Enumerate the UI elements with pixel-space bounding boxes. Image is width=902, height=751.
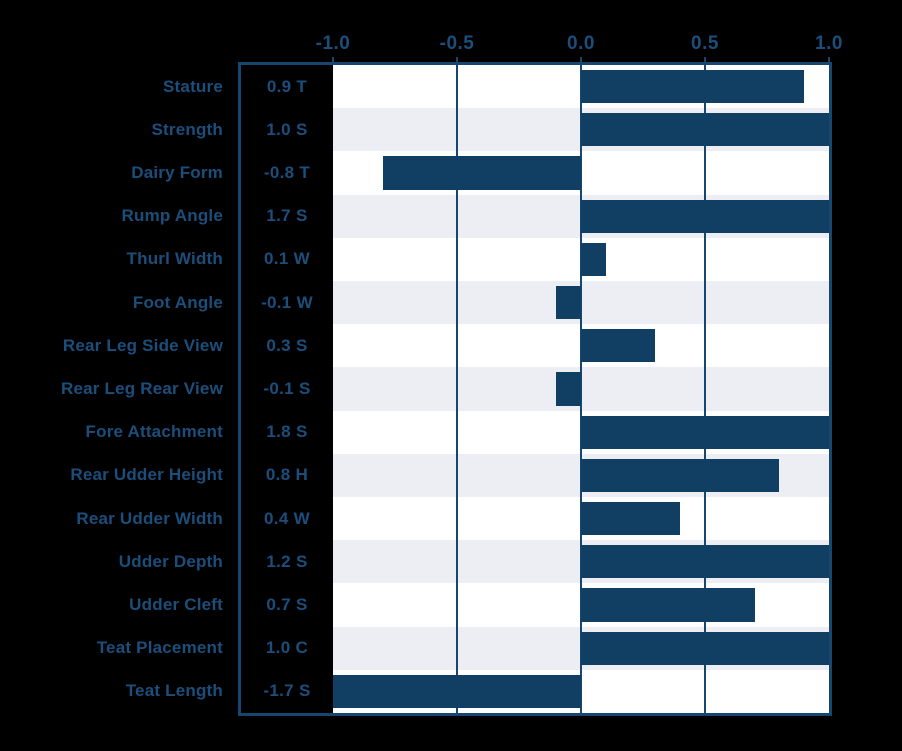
x-axis-ticks [332,57,830,62]
trait-label: Udder Depth [118,551,223,571]
trait-label: Teat Placement [96,638,223,658]
trait-bar [581,458,780,492]
trait-value-column: 0.9 T 1.0 S -0.8 T 1.7 S 0.1 W -0.1 W 0.3 S -0.… [241,65,333,713]
trait-label: Rump Angle [121,206,223,226]
trait-bar [581,631,829,665]
trait-label: Thurl Width [126,249,223,269]
trait-bar [581,242,606,276]
trait-value-label: 1.0 C [265,638,309,658]
trait-value-label: 1.8 S [266,422,308,442]
axis-tick-mark-icon [704,57,706,62]
trait-label: Dairy Form [131,162,223,182]
trait-value-label: -0.1 S [263,378,311,398]
trait-label: Rear Udder Width [76,508,223,528]
trait-label: Teat Length [125,681,223,701]
gridline [456,65,458,713]
trait-bar [581,70,805,104]
trait-label: Foot Angle [132,292,223,312]
trait-bar [581,545,829,579]
trait-label: Udder Cleft [129,594,223,614]
trait-label: Strength [151,119,223,139]
trait-bar [556,286,581,320]
x-axis-tick-label: 1.0 [815,33,843,54]
plot-area [333,65,829,713]
chart-frame: 0.9 T 1.0 S -0.8 T 1.7 S 0.1 W -0.1 W 0.3 S -0.… [238,62,832,716]
trait-value-label: -0.8 T [263,162,311,182]
trait-bar [581,113,829,147]
axis-tick-mark-icon [332,57,334,62]
trait-value-label: 1.7 S [266,206,308,226]
trait-bar [581,502,681,536]
trait-value-label: -0.1 W [261,292,313,312]
axis-tick-mark-icon [828,57,830,62]
gridline [704,65,706,713]
trait-value-label: 0.9 T [266,76,308,96]
trait-value-label: 0.7 S [266,594,308,614]
trait-value-label: 0.3 S [266,335,308,355]
axis-tick-mark-icon [580,57,582,62]
trait-label: Rear Udder Height [70,465,223,485]
trait-bar [581,329,656,363]
trait-bar [581,415,829,449]
trait-label: Rear Leg Side View [62,335,223,355]
trait-label: Fore Attachment [85,422,223,442]
trait-value-label: 1.2 S [266,551,308,571]
x-axis: -1.0 -0.5 0.0 0.5 1.0 [316,30,843,58]
trait-bar [333,674,581,708]
x-axis-tick-label: -0.5 [439,33,475,54]
trait-bar [581,199,829,233]
trait-value-label: -1.7 S [263,681,311,701]
trait-value-label: 0.8 H [265,465,309,485]
trait-label: Stature [163,76,223,96]
trait-value-label: 1.0 S [266,119,308,139]
trait-label: Rear Leg Rear View [60,378,223,398]
axis-tick-mark-icon [456,57,458,62]
x-axis-tick-label: -1.0 [315,33,351,54]
trait-bar [556,372,581,406]
trait-bar [581,588,755,622]
x-axis-tick-label: 0.5 [691,33,719,54]
trait-value-label: 0.1 W [264,249,310,269]
trait-bar [382,156,581,190]
x-axis-tick-label: 0.0 [567,33,595,54]
gridline [580,65,582,713]
trait-value-label: 0.4 W [264,508,310,528]
